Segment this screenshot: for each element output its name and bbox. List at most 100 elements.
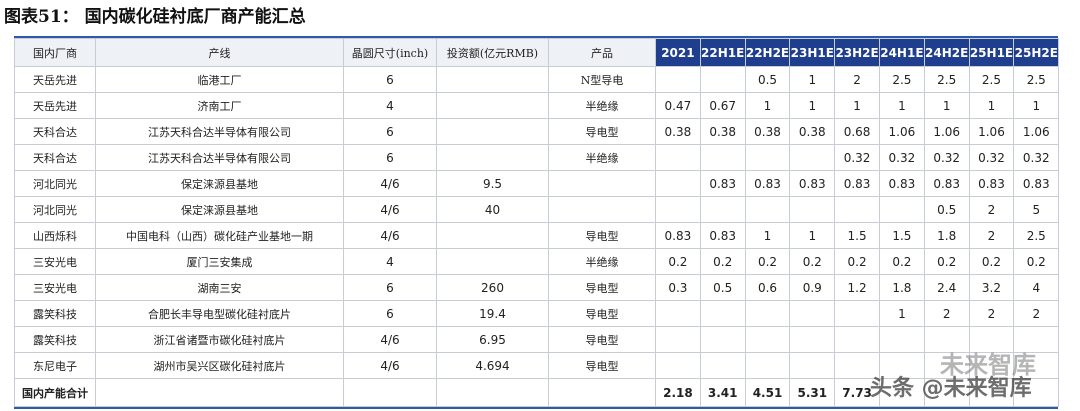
table-cell: 6.95 [436,326,549,353]
table-body: 天岳先进 临港工厂 6 N型导电 0.5 1 2 2.5 2.5 2.5 2.5 天岳先进 济南工厂 4 半… [14,66,1060,407]
table-cell [789,352,836,379]
table-cell: 2.4 [923,274,970,301]
table-cell: 0.68 [834,118,880,145]
table-row: 天岳先进 济南工厂 4 半绝缘 0.47 0.67 1 1 1 1 1 1 1 [14,92,1060,119]
table-cell: 1 [1013,92,1060,119]
table-wrap: 国内厂商 产线 晶圆尺寸(inch) 投资额(亿元RMB) 产品 2021 22H1E 22H… [14,36,1060,409]
table-cell: 2.5 [923,66,970,93]
table-cell: 2.5 [1013,66,1060,93]
table-cell: 导电型 [548,326,656,353]
table-cell: 5 [1013,196,1060,223]
table-row: 山西烁科 中国电科（山西）碳化硅产业基地一期 4/6 导电型 0.83 0.83 1 1 1.5… [14,222,1060,249]
table-cell: 1.5 [834,222,880,249]
table-cell: 1.2 [834,274,880,301]
table-cell: 0.9 [789,274,836,301]
total-cell: 2.18 [655,378,701,407]
table-cell: 江苏天科合达半导体有限公司 [95,118,344,145]
table-cell [655,196,701,223]
table-cell: 260 [436,274,549,301]
column-header: 投资额(亿元RMB) [436,38,549,67]
table-cell: 0.47 [655,92,701,119]
table-cell: 4.694 [436,352,549,379]
table-cell [436,118,549,145]
table-cell: 4/6 [343,222,437,249]
table-cell [548,170,656,197]
table-cell: 9.5 [436,170,549,197]
table-cell: 0.83 [789,170,836,197]
table-cell: 1.06 [878,118,925,145]
table-cell [744,352,791,379]
table-row: 天岳先进 临港工厂 6 N型导电 0.5 1 2 2.5 2.5 2.5 2.5 [14,66,1060,93]
table-cell [789,144,836,171]
table-cell: 中国电科（山西）碳化硅产业基地一期 [95,222,344,249]
table-cell: 导电型 [548,222,656,249]
table-cell: 0.83 [968,170,1015,197]
table-cell: 4/6 [343,352,437,379]
table-cell [655,300,701,327]
table-cell [789,196,836,223]
table-cell: 0.2 [1013,248,1060,275]
total-cell: 5.31 [789,378,836,407]
table-cell: 半绝缘 [548,144,656,171]
table-cell: 2.5 [1013,222,1060,249]
table-cell: 导电型 [548,118,656,145]
table-cell: 0.2 [789,248,836,275]
table-cell: 半绝缘 [548,92,656,119]
table-cell: 湖州市吴兴区碳化硅衬底片 [95,352,344,379]
table-cell: 天岳先进 [14,66,96,93]
table-cell: 0.83 [655,222,701,249]
table-cell: 0.6 [744,274,791,301]
table-cell: 导电型 [548,274,656,301]
table-cell: 2 [968,222,1015,249]
table-cell: 三安光电 [14,248,96,275]
table-cell: 4/6 [343,326,437,353]
table-cell: 0.38 [744,118,791,145]
table-cell: 保定涞源县基地 [95,196,344,223]
table-cell: 0.83 [923,170,970,197]
table-cell: 2.5 [968,66,1015,93]
table-cell [699,144,746,171]
total-cell [878,378,925,407]
table-row: 露笑科技 浙江省诸暨市碳化硅衬底片 4/6 6.95 导电型 [14,326,1060,353]
table-cell [655,66,701,93]
table-cell: 湖南三安 [95,274,344,301]
table-cell [655,170,701,197]
table-cell: 2.5 [878,66,925,93]
watermark-text: 头条 @未来智库 [870,376,1032,401]
total-cell [436,378,549,407]
table-cell [744,300,791,327]
table-cell: 0.3 [655,274,701,301]
table-cell: 0.2 [744,248,791,275]
table-cell: 临港工厂 [95,66,344,93]
table-cell: 济南工厂 [95,92,344,119]
table-cell [436,144,549,171]
table-cell: 0.67 [699,92,746,119]
column-header: 2021 [655,38,701,67]
table-cell [699,66,746,93]
table-cell [878,196,925,223]
table-cell: 0.2 [878,248,925,275]
table-cell: 2 [923,300,970,327]
table-cell: 合肥长丰导电型碳化硅衬底片 [95,300,344,327]
table-cell: 1.06 [1013,118,1060,145]
table-cell [789,300,836,327]
table-cell: 1.06 [968,118,1015,145]
table-cell: 0.32 [834,144,880,171]
total-cell [968,378,1015,407]
table-cell: 1 [878,300,925,327]
table-cell: N型导电 [548,66,656,93]
table-cell [744,326,791,353]
table-cell: 19.4 [436,300,549,327]
table-cell [744,196,791,223]
table-cell [834,196,880,223]
table-cell [878,326,925,353]
table-cell [699,300,746,327]
table-cell: 保定涞源县基地 [95,170,344,197]
table-cell: 露笑科技 [14,300,96,327]
table-cell: 0.5 [923,196,970,223]
column-header: 产线 [95,38,344,67]
table-cell: 0.83 [699,222,746,249]
column-header: 25H2E [1013,38,1060,67]
table-cell: 厦门三安集成 [95,248,344,275]
total-cell: 3.41 [699,378,746,407]
